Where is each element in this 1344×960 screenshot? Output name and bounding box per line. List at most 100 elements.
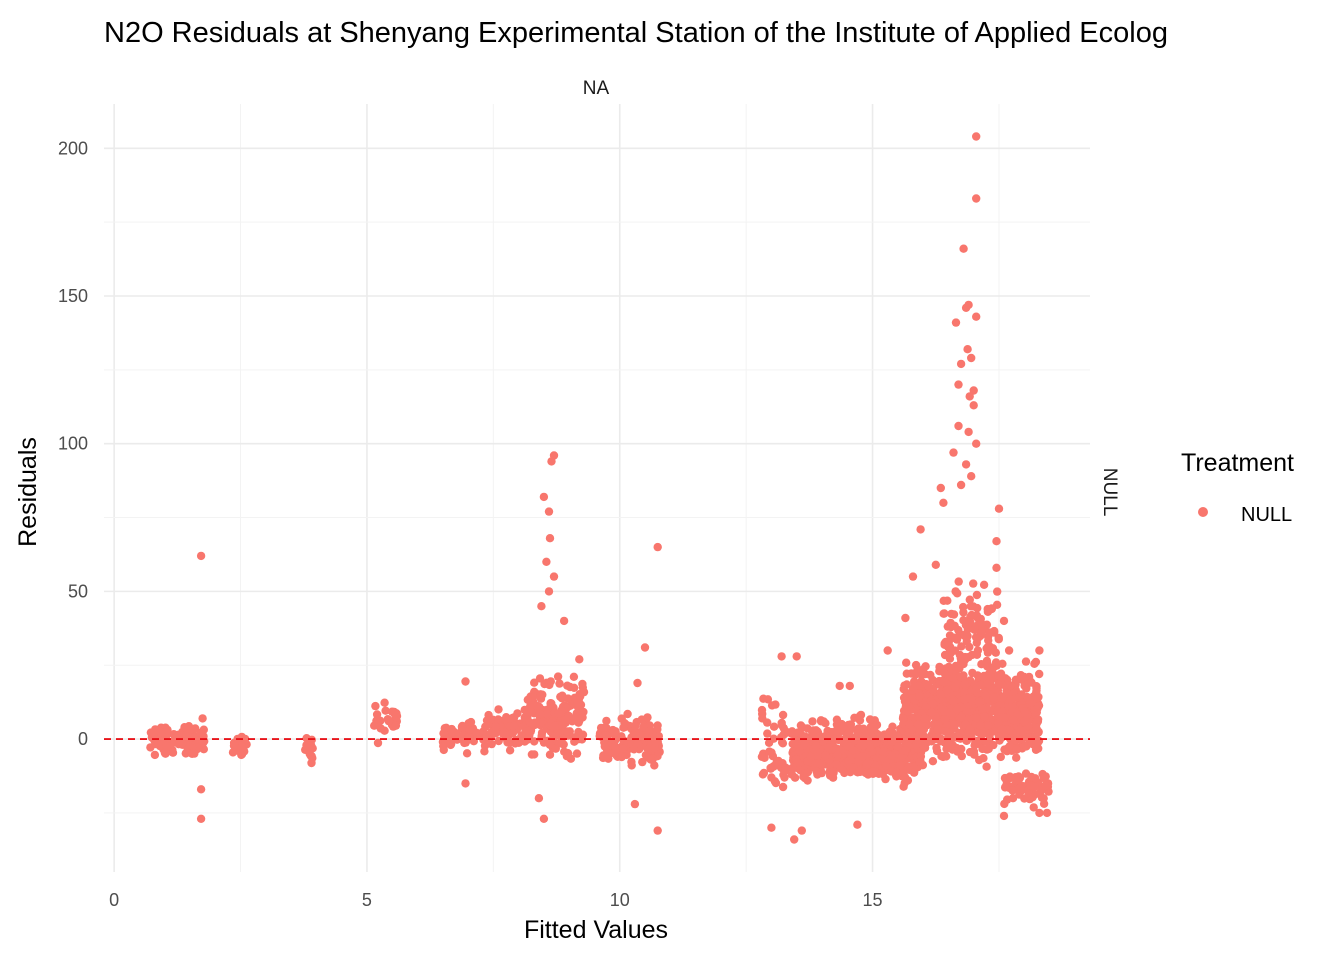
data-point xyxy=(956,673,966,682)
data-point xyxy=(1021,741,1030,750)
data-point xyxy=(302,740,311,750)
data-point xyxy=(915,692,924,701)
data-point xyxy=(855,766,864,775)
data-point xyxy=(956,359,966,369)
data-point xyxy=(576,692,585,701)
data-point xyxy=(829,767,838,776)
data-point xyxy=(793,758,802,767)
data-point xyxy=(940,640,949,649)
data-point xyxy=(781,726,790,736)
data-point xyxy=(1004,646,1014,655)
data-point xyxy=(146,728,156,737)
plot-panel xyxy=(104,104,1090,872)
data-point xyxy=(390,707,399,717)
data-point xyxy=(960,631,969,640)
data-point xyxy=(850,713,859,722)
data-point xyxy=(536,710,545,719)
y-tick-label: 50 xyxy=(68,581,88,601)
data-point xyxy=(927,708,936,717)
data-point xyxy=(1011,776,1021,785)
data-point xyxy=(799,741,808,750)
data-point xyxy=(994,718,1003,728)
data-point xyxy=(859,724,868,733)
data-point xyxy=(975,755,984,765)
data-point xyxy=(530,750,539,759)
x-tick-label: 10 xyxy=(610,890,630,910)
data-point xyxy=(380,698,389,707)
data-point xyxy=(832,715,842,724)
data-point xyxy=(1000,783,1010,792)
data-point xyxy=(920,714,929,723)
data-point xyxy=(457,734,466,743)
data-point xyxy=(527,707,536,717)
data-point xyxy=(778,759,787,768)
y-tick-label: 100 xyxy=(58,434,88,454)
data-point xyxy=(972,194,981,203)
data-point xyxy=(790,730,799,739)
data-point xyxy=(196,551,206,561)
data-point xyxy=(1005,741,1015,751)
data-point xyxy=(811,741,821,751)
data-point xyxy=(757,752,767,761)
data-point xyxy=(645,721,654,730)
data-point xyxy=(972,684,981,693)
data-point xyxy=(1033,715,1043,724)
data-point xyxy=(781,766,790,775)
data-point xyxy=(965,595,974,604)
data-point xyxy=(989,693,998,702)
data-point xyxy=(532,701,541,710)
data-point xyxy=(617,752,626,762)
data-point xyxy=(545,534,555,543)
data-point xyxy=(991,648,1000,657)
data-point xyxy=(914,720,923,729)
data-point xyxy=(865,743,874,752)
data-point xyxy=(964,300,973,310)
data-point xyxy=(160,748,170,758)
data-point xyxy=(629,731,638,740)
data-point xyxy=(984,744,993,754)
gridlines xyxy=(104,104,1090,872)
data-point xyxy=(610,727,619,736)
data-point xyxy=(1008,794,1018,803)
data-point xyxy=(999,616,1009,626)
data-point xyxy=(629,745,639,754)
data-point xyxy=(1008,786,1017,795)
data-point xyxy=(972,132,981,141)
data-point xyxy=(806,752,816,762)
data-point xyxy=(853,820,862,829)
data-point xyxy=(638,757,647,767)
data-point xyxy=(872,738,881,747)
data-point xyxy=(964,694,973,703)
data-point xyxy=(939,705,948,714)
data-point xyxy=(887,751,896,760)
data-point xyxy=(563,681,572,690)
facet-strip-top: NA xyxy=(583,78,610,99)
data-point xyxy=(824,743,833,752)
data-point xyxy=(908,572,918,581)
data-point xyxy=(373,738,383,748)
data-point xyxy=(845,681,854,691)
data-point xyxy=(928,699,938,708)
data-point xyxy=(487,739,496,749)
x-tick-label: 0 xyxy=(109,890,119,910)
data-point xyxy=(550,721,559,730)
data-point xyxy=(190,733,199,743)
data-point xyxy=(828,773,838,782)
data-point xyxy=(1034,692,1043,702)
y-tick-label: 150 xyxy=(58,286,88,306)
data-point xyxy=(790,773,800,782)
data-point xyxy=(530,678,539,687)
data-point xyxy=(472,728,481,737)
data-point xyxy=(564,749,573,758)
data-point xyxy=(882,761,891,771)
data-point xyxy=(191,724,200,733)
data-point xyxy=(942,752,951,761)
data-point xyxy=(951,661,961,671)
data-point xyxy=(931,733,940,742)
data-point xyxy=(816,717,826,726)
data-point xyxy=(153,738,162,747)
data-point xyxy=(767,701,777,710)
data-point xyxy=(465,732,474,742)
data-point xyxy=(1030,659,1039,668)
